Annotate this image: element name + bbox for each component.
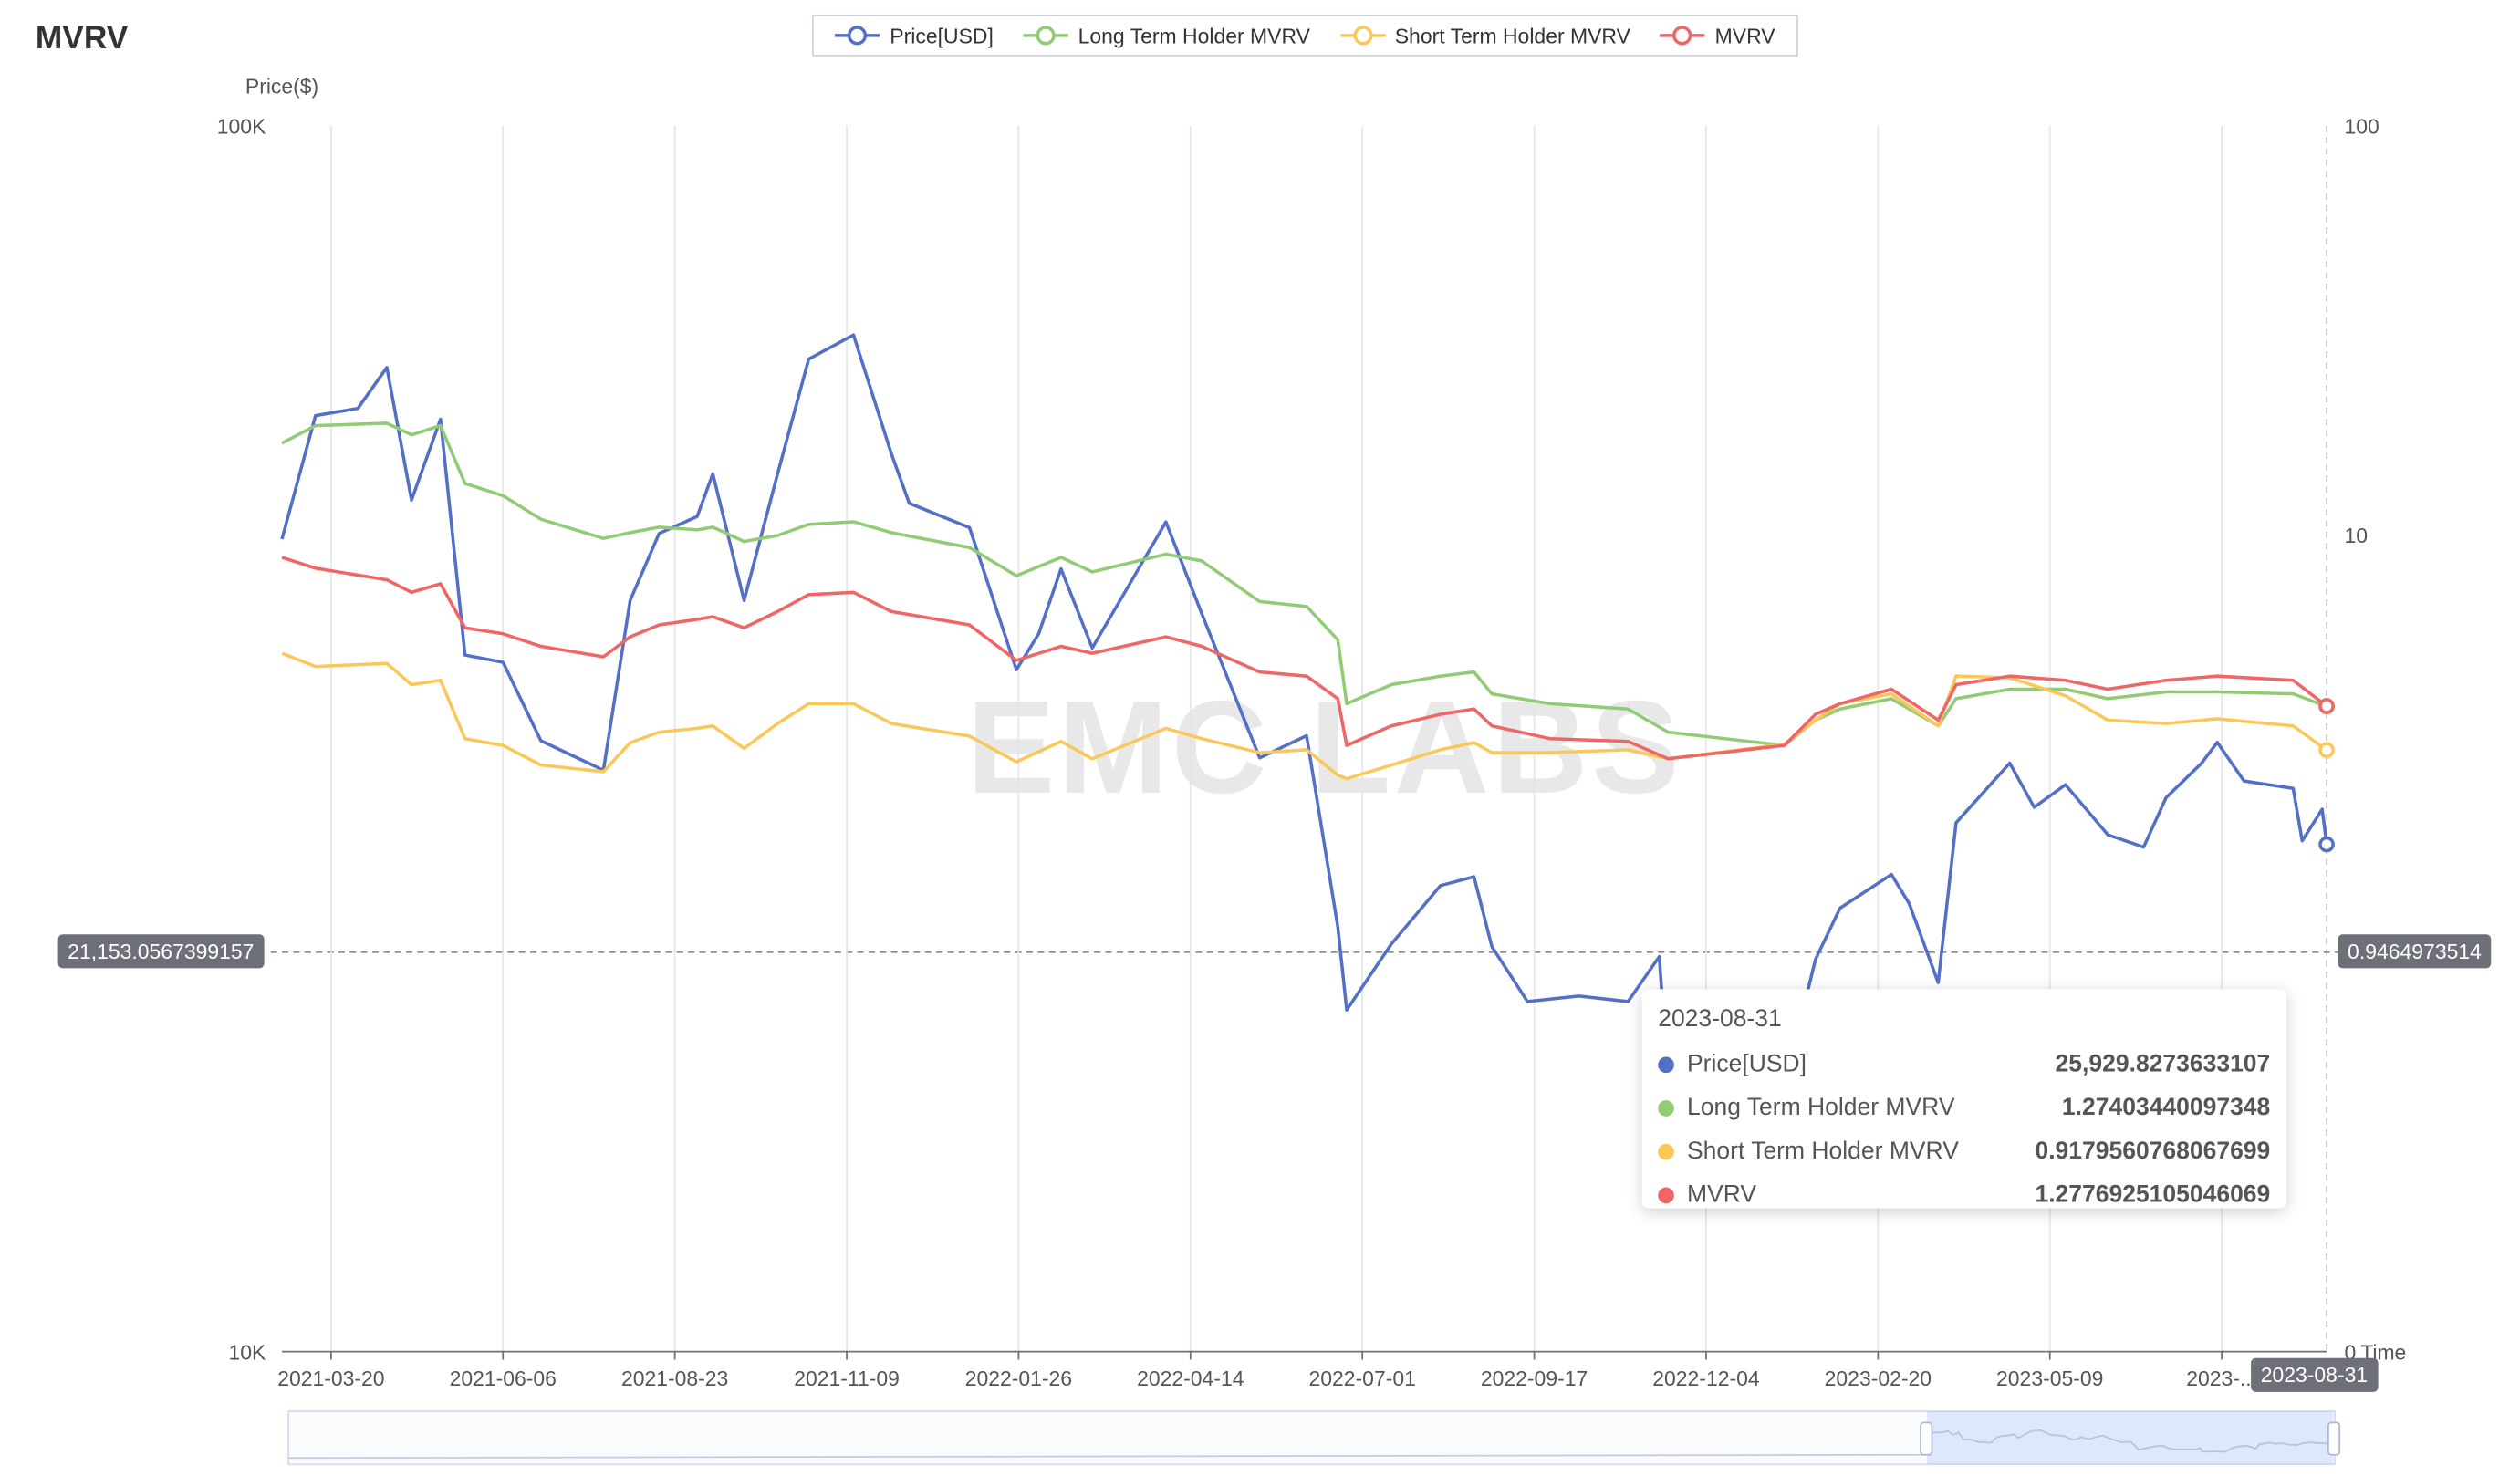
x-tick-label: 2022-07-01 — [1309, 1367, 1416, 1390]
x-tick-label: 2022-12-04 — [1652, 1367, 1760, 1390]
chart-title: MVRV — [35, 20, 129, 57]
x-tick-label: 2023-... — [2186, 1367, 2257, 1390]
legend-mvrv-icon — [1660, 26, 1706, 46]
tooltip-name-price: Price[USD] — [1687, 1050, 1807, 1078]
right-tick-10: 10 — [2345, 524, 2369, 547]
pointer-x-label: 2023-08-31 — [2251, 1357, 2378, 1392]
tooltip-date: 2023-08-31 — [1658, 1004, 1782, 1034]
tooltip-value-sth-mvrv: 0.9179560768067699 — [2035, 1137, 2271, 1165]
tooltip-name-mvrv: MVRV — [1687, 1180, 1757, 1209]
tooltip-value-price: 25,929.8273633107 — [2055, 1050, 2271, 1078]
legend-lth-mvrv-icon — [1023, 26, 1069, 46]
left-tick-100k: 100K — [217, 115, 266, 139]
legend-item-mvrv[interactable]: MVRV — [1660, 23, 1775, 48]
tooltip-value-lth-mvrv: 1.27403440097348 — [2061, 1094, 2271, 1122]
legend-item-sth-mvrv[interactable]: Short Term Holder MVRV — [1339, 23, 1630, 48]
right-tick-100: 100 — [2345, 115, 2379, 139]
axis-layer: Price($) 100K 10K 100 10 0 Time 2021-03-… — [217, 74, 2407, 1389]
x-tick-label: 2021-08-23 — [621, 1367, 728, 1390]
legend-label-price: Price[USD] — [890, 23, 994, 48]
series-line-0 — [280, 333, 2328, 1087]
tooltip-name-lth-mvrv: Long Term Holder MVRV — [1687, 1094, 1955, 1122]
tooltip-dot-price — [1658, 1055, 1674, 1073]
tooltip-value-mvrv: 1.2776925105046069 — [2035, 1180, 2271, 1209]
legend-label-lth-mvrv: Long Term Holder MVRV — [1078, 23, 1310, 48]
legend-item-lth-mvrv[interactable]: Long Term Holder MVRV — [1023, 23, 1310, 48]
x-tick-label: 2022-04-14 — [1137, 1367, 1244, 1390]
series-markers — [2318, 698, 2335, 853]
legend: Price[USD] Long Term Holder MVRV Short T… — [812, 14, 1798, 57]
series-line-2 — [281, 651, 2328, 781]
legend-price-icon — [835, 26, 880, 46]
x-tick-label: 2021-03-20 — [277, 1367, 384, 1390]
pointer-right-label: 0.9464973514 — [2338, 934, 2492, 969]
tooltip-dot-sth-mvrv — [1658, 1142, 1674, 1159]
x-tick-label: 2023-05-09 — [1996, 1367, 2103, 1390]
tooltip: 2023-08-31 Price[USD] 25,929.8273633107 … — [1641, 989, 2286, 1209]
series-point-3 — [2318, 698, 2335, 714]
series-point-2 — [2318, 742, 2335, 759]
legend-item-price[interactable]: Price[USD] — [835, 24, 994, 47]
x-tick-label: 2021-06-06 — [450, 1367, 557, 1390]
tooltip-row-price: Price[USD] 25,929.8273633107 — [1651, 1043, 2276, 1086]
zoom-handle-left — [1920, 1421, 1933, 1456]
legend-sth-mvrv-icon — [1339, 26, 1386, 46]
tooltip-dot-mvrv — [1658, 1186, 1674, 1203]
legend-label-sth-mvrv: Short Term Holder MVRV — [1394, 23, 1630, 48]
pointer-left-label: 21,153.0567399157 — [57, 934, 265, 969]
zoom-window — [1927, 1411, 2334, 1465]
zoom-handle-right — [2327, 1421, 2341, 1456]
x-tick-label: 2023-02-20 — [1825, 1367, 1932, 1390]
data-zoom-slider[interactable] — [287, 1410, 2341, 1466]
tooltip-row-sth-mvrv: Short Term Holder MVRV 0.917956076806769… — [1651, 1129, 2276, 1173]
series-point-0 — [2318, 836, 2335, 853]
zoom-preview-line — [288, 1429, 2334, 1460]
left-axis-name: Price($) — [245, 74, 318, 98]
series-line-3 — [281, 556, 2328, 761]
x-tick-label: 2022-01-26 — [965, 1367, 1072, 1390]
tooltip-row-lth-mvrv: Long Term Holder MVRV 1.27403440097348 — [1651, 1086, 2276, 1129]
x-tick-label: 2021-11-09 — [794, 1367, 900, 1390]
tooltip-dot-lth-mvrv — [1658, 1099, 1674, 1116]
left-tick-10k: 10K — [229, 1341, 267, 1365]
tooltip-name-sth-mvrv: Short Term Holder MVRV — [1687, 1137, 1959, 1165]
tooltip-row-mvrv: MVRV 1.2776925105046069 — [1651, 1173, 2276, 1217]
legend-label-mvrv: MVRV — [1714, 23, 1775, 48]
series-line-1 — [281, 421, 2327, 747]
series-lines — [280, 333, 2328, 1087]
x-tick-label: 2022-09-17 — [1481, 1367, 1588, 1390]
